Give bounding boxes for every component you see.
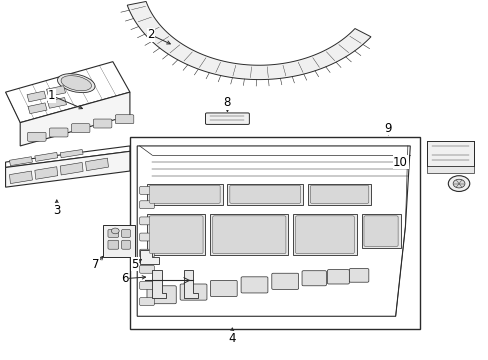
FancyBboxPatch shape — [140, 282, 154, 289]
Polygon shape — [85, 158, 108, 171]
Text: 7: 7 — [92, 258, 100, 271]
Text: 8: 8 — [224, 96, 231, 109]
FancyBboxPatch shape — [115, 115, 134, 124]
Polygon shape — [361, 214, 400, 248]
FancyBboxPatch shape — [363, 216, 397, 246]
FancyBboxPatch shape — [140, 298, 154, 306]
Bar — [103, 225, 135, 257]
FancyBboxPatch shape — [205, 113, 249, 125]
Ellipse shape — [61, 76, 91, 91]
Polygon shape — [427, 166, 473, 173]
Polygon shape — [35, 152, 58, 161]
Polygon shape — [147, 214, 205, 255]
FancyBboxPatch shape — [93, 119, 112, 128]
Ellipse shape — [58, 74, 95, 93]
Text: 4: 4 — [228, 332, 236, 345]
FancyBboxPatch shape — [140, 249, 154, 257]
FancyBboxPatch shape — [122, 240, 130, 249]
Polygon shape — [35, 167, 58, 179]
FancyBboxPatch shape — [327, 270, 348, 284]
Circle shape — [111, 228, 119, 234]
FancyBboxPatch shape — [140, 186, 154, 194]
FancyBboxPatch shape — [140, 265, 154, 273]
Polygon shape — [137, 146, 409, 316]
FancyBboxPatch shape — [122, 229, 130, 237]
Polygon shape — [5, 62, 130, 123]
FancyBboxPatch shape — [108, 229, 119, 237]
Polygon shape — [183, 270, 198, 298]
Polygon shape — [5, 151, 130, 187]
Text: 6: 6 — [121, 272, 128, 285]
Polygon shape — [152, 270, 166, 298]
FancyBboxPatch shape — [49, 128, 68, 137]
Polygon shape — [9, 171, 32, 184]
Text: 5: 5 — [131, 258, 138, 271]
FancyBboxPatch shape — [180, 284, 206, 300]
FancyBboxPatch shape — [140, 201, 154, 209]
Text: 10: 10 — [392, 156, 407, 168]
FancyBboxPatch shape — [140, 233, 154, 241]
Circle shape — [452, 179, 464, 188]
Text: 9: 9 — [384, 122, 391, 135]
FancyBboxPatch shape — [241, 277, 267, 293]
Polygon shape — [27, 91, 46, 102]
Circle shape — [447, 176, 469, 192]
FancyBboxPatch shape — [348, 269, 368, 282]
Bar — [130, 137, 419, 329]
Polygon shape — [28, 103, 47, 114]
FancyBboxPatch shape — [295, 216, 353, 253]
Polygon shape — [307, 184, 370, 205]
FancyBboxPatch shape — [27, 132, 46, 141]
FancyBboxPatch shape — [271, 273, 298, 289]
Polygon shape — [427, 140, 473, 166]
Polygon shape — [227, 184, 303, 205]
Polygon shape — [5, 146, 130, 167]
Polygon shape — [210, 214, 288, 255]
FancyBboxPatch shape — [147, 286, 176, 304]
FancyBboxPatch shape — [210, 280, 237, 297]
FancyBboxPatch shape — [229, 185, 300, 203]
FancyBboxPatch shape — [149, 216, 203, 253]
Polygon shape — [127, 1, 370, 80]
FancyBboxPatch shape — [149, 185, 220, 203]
Polygon shape — [293, 214, 356, 255]
FancyBboxPatch shape — [302, 271, 326, 286]
Polygon shape — [9, 157, 32, 166]
FancyBboxPatch shape — [108, 240, 119, 249]
Polygon shape — [47, 98, 66, 108]
FancyBboxPatch shape — [212, 216, 285, 253]
Polygon shape — [140, 250, 159, 264]
Polygon shape — [20, 92, 130, 146]
Polygon shape — [147, 184, 222, 205]
Polygon shape — [60, 149, 83, 158]
FancyBboxPatch shape — [71, 124, 90, 133]
Polygon shape — [60, 162, 83, 175]
Polygon shape — [46, 86, 65, 96]
Text: 2: 2 — [147, 28, 154, 41]
Text: 1: 1 — [48, 89, 56, 102]
FancyBboxPatch shape — [140, 217, 154, 225]
Text: 3: 3 — [53, 204, 61, 217]
FancyBboxPatch shape — [310, 185, 368, 203]
